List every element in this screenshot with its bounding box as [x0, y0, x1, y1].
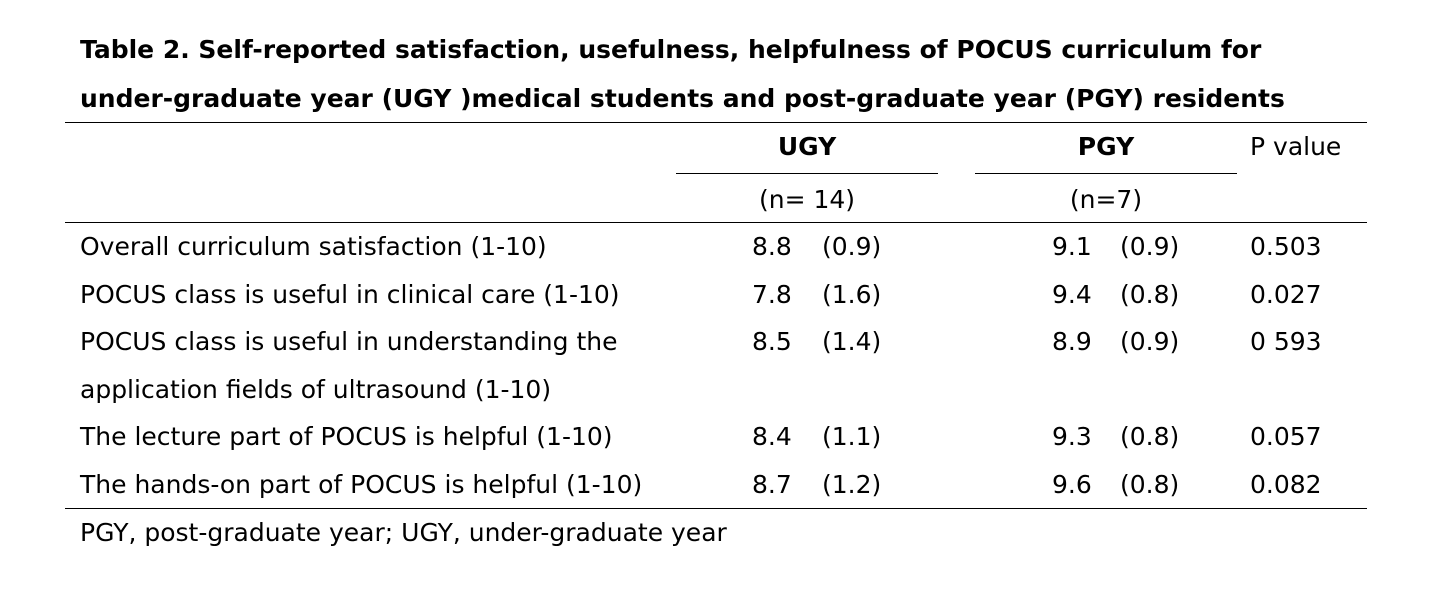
pgy-mean: 9.3 — [1052, 422, 1092, 451]
bottom-rule — [65, 508, 1367, 509]
ugy-n: (n= 14) — [758, 185, 856, 214]
pgy-sd: (0.8) — [1120, 280, 1180, 309]
row-label: The lecture part of POCUS is helpful (1-… — [80, 422, 613, 451]
p-value: 0 593 — [1250, 327, 1322, 356]
ugy-mean: 8.5 — [752, 327, 792, 356]
p-value: 0.057 — [1250, 422, 1322, 451]
table-footnote: PGY, post-graduate year; UGY, under-grad… — [80, 518, 727, 547]
row-label: POCUS class is useful in clinical care (… — [80, 280, 620, 309]
top-rule — [65, 122, 1367, 123]
ugy-sd: (1.6) — [822, 280, 882, 309]
row-label-continued: application fields of ultrasound (1-10) — [80, 375, 552, 404]
ugy-sd: (1.2) — [822, 470, 882, 499]
table-title-line-2: under-graduate year (UGY )medical studen… — [80, 84, 1285, 113]
pgy-header: PGY — [1077, 132, 1135, 161]
pgy-mean: 9.1 — [1052, 232, 1092, 261]
ugy-mean: 8.4 — [752, 422, 792, 451]
p-value: 0.503 — [1250, 232, 1322, 261]
ugy-sd: (1.1) — [822, 422, 882, 451]
pgy-sd: (0.9) — [1120, 232, 1180, 261]
row-label: The hands-on part of POCUS is helpful (1… — [80, 470, 643, 499]
pgy-mean: 9.4 — [1052, 280, 1092, 309]
ugy-header-rule — [676, 173, 938, 174]
ugy-header: UGY — [777, 132, 837, 161]
header-bottom-rule — [65, 222, 1367, 223]
ugy-sd: (0.9) — [822, 232, 882, 261]
pgy-sd: (0.8) — [1120, 422, 1180, 451]
ugy-mean: 8.8 — [752, 232, 792, 261]
pgy-mean: 8.9 — [1052, 327, 1092, 356]
p-value: 0.082 — [1250, 470, 1322, 499]
pgy-sd: (0.9) — [1120, 327, 1180, 356]
ugy-mean: 7.8 — [752, 280, 792, 309]
row-label: POCUS class is useful in understanding t… — [80, 327, 618, 356]
ugy-sd: (1.4) — [822, 327, 882, 356]
ugy-mean: 8.7 — [752, 470, 792, 499]
row-label: Overall curriculum satisfaction (1-10) — [80, 232, 547, 261]
p-value: 0.027 — [1250, 280, 1322, 309]
table-title-line-1: Table 2. Self-reported satisfaction, use… — [80, 35, 1262, 64]
p-value-header: P value — [1250, 132, 1342, 161]
pgy-header-rule — [975, 173, 1237, 174]
pgy-mean: 9.6 — [1052, 470, 1092, 499]
pgy-n: (n=7) — [1069, 185, 1143, 214]
pgy-sd: (0.8) — [1120, 470, 1180, 499]
